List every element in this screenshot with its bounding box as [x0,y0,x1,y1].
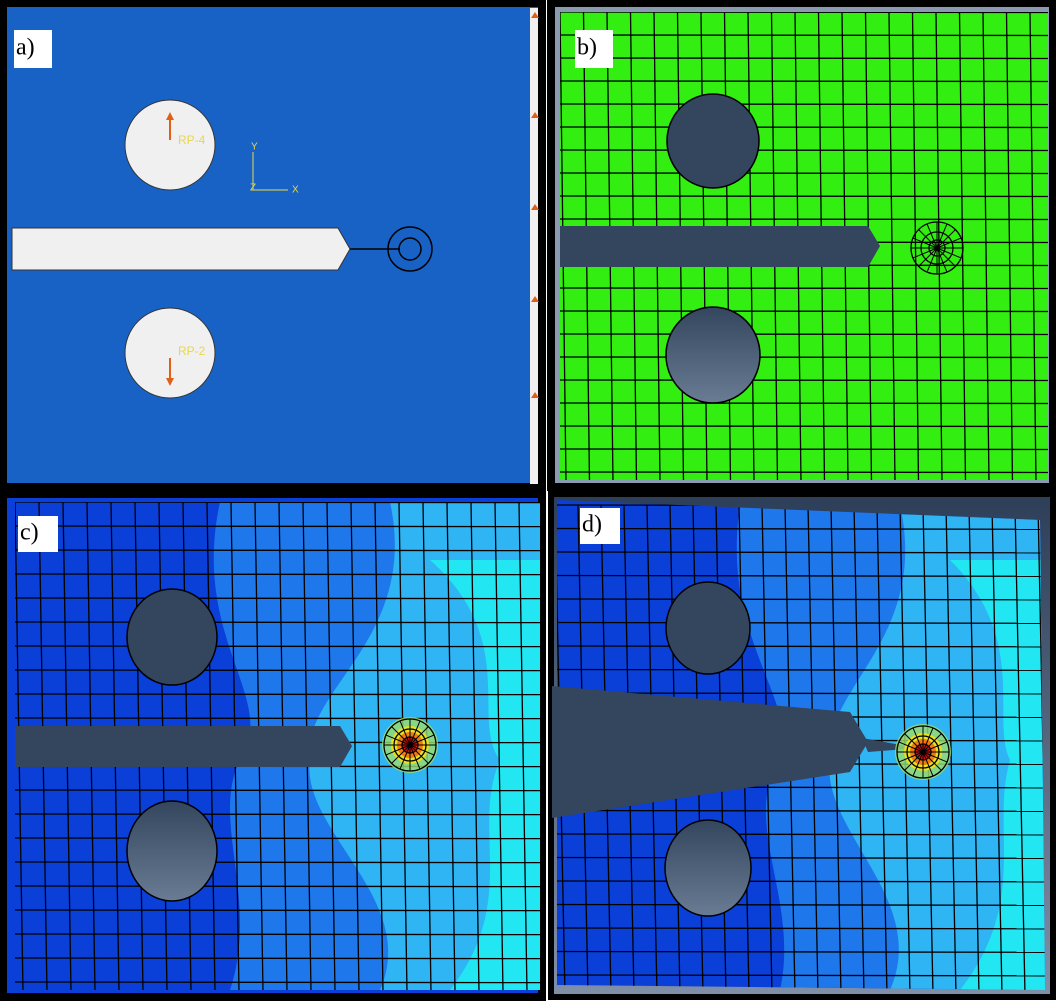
mesh-line [15,598,540,599]
notch [12,228,350,270]
mesh-line [15,838,540,839]
mesh-line [555,881,1048,882]
notch [15,726,352,767]
mesh-line [15,958,540,959]
reference-point: RP-4 [178,133,206,147]
mesh-line [15,886,540,887]
mesh-line [15,934,540,935]
mesh-line [555,952,1048,953]
figure: RP-4 RP-2 Y Z X a) b) c) [0,0,1056,1001]
panel-label: d) [582,512,602,538]
panel-c: c) [3,494,542,997]
panel-label: b) [577,35,597,61]
mesh-line [15,790,540,791]
notch [560,226,880,267]
pin-hole [666,307,760,403]
crack-tip [895,724,951,780]
mesh-line [555,670,1048,671]
mesh-line [555,529,1048,530]
panel-d: d) [550,494,1053,997]
mesh-line [15,526,540,527]
mesh-line [555,905,1048,906]
mesh-line [15,910,540,911]
pin-hole [667,94,759,188]
mesh-line [555,928,1048,929]
mesh-line [555,975,1048,976]
panel-b: b) [551,3,1053,487]
mesh-line [15,550,540,551]
mesh-line [15,718,540,719]
pin-hole [665,820,751,916]
mesh-line [15,622,540,623]
mesh-line [15,982,540,983]
mesh-line [555,576,1048,577]
panel-a: RP-4 RP-2 Y Z X a) [3,3,542,487]
mesh-line [555,599,1048,600]
mesh-line [15,646,540,647]
axis-label: Z [250,183,256,194]
pin-hole [127,801,217,901]
mesh-line [15,694,540,695]
edge [530,8,538,484]
reference-point: RP-2 [178,344,206,358]
pin-hole [127,589,217,685]
axis-label: X [292,185,299,196]
mesh-line [555,552,1048,553]
pin-hole [666,582,750,674]
mesh-line [15,502,540,503]
mesh-line [555,858,1048,859]
mesh-line [15,814,540,815]
crack-tip-mesh [911,222,963,274]
axis-label: Y [251,142,258,153]
mesh-line [15,670,540,671]
panel-label: a) [16,35,35,61]
mesh-line [555,646,1048,647]
mesh-line [555,811,1048,812]
mesh-line [15,862,540,863]
mesh-line [555,623,1048,624]
mesh-line [555,834,1048,835]
crack-tip [382,717,438,773]
mesh-line [15,574,540,575]
panel-label: c) [20,520,39,546]
